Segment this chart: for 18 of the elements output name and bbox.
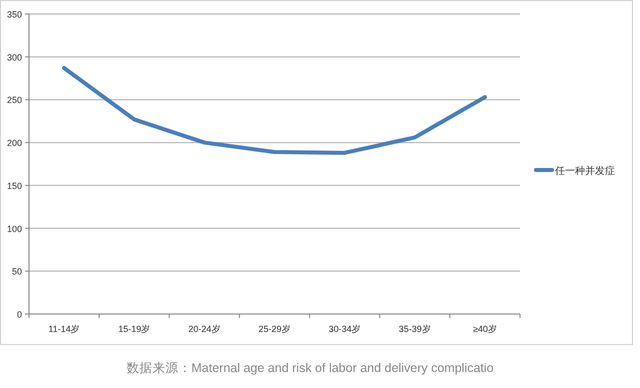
y-tick-label: 0: [16, 310, 22, 320]
y-tick-label: 350: [6, 10, 22, 20]
y-tick-label: 200: [6, 138, 22, 148]
x-tick-label: 11-14岁: [48, 324, 80, 334]
y-tick-label: 300: [6, 52, 22, 62]
legend-label: 任一种并发症: [554, 165, 615, 177]
line-series: [62, 66, 487, 155]
x-tick-label: 20-24岁: [188, 324, 220, 334]
y-tick-label: 250: [6, 95, 22, 106]
x-tick-label: 15-19岁: [118, 324, 150, 334]
x-tick-label: ≥40岁: [472, 324, 497, 334]
x-tick-label: 35-39岁: [398, 324, 431, 334]
y-tick-label: 100: [6, 224, 22, 234]
x-tick-label: 30-34岁: [328, 324, 361, 334]
y-tick-label: 50: [12, 266, 22, 277]
source-note: 数据来源：Maternal age and risk of labor and delivery complicatio: [126, 361, 494, 375]
y-tick-label: 150: [6, 180, 22, 191]
x-tick-label: 25-29岁: [258, 324, 291, 334]
